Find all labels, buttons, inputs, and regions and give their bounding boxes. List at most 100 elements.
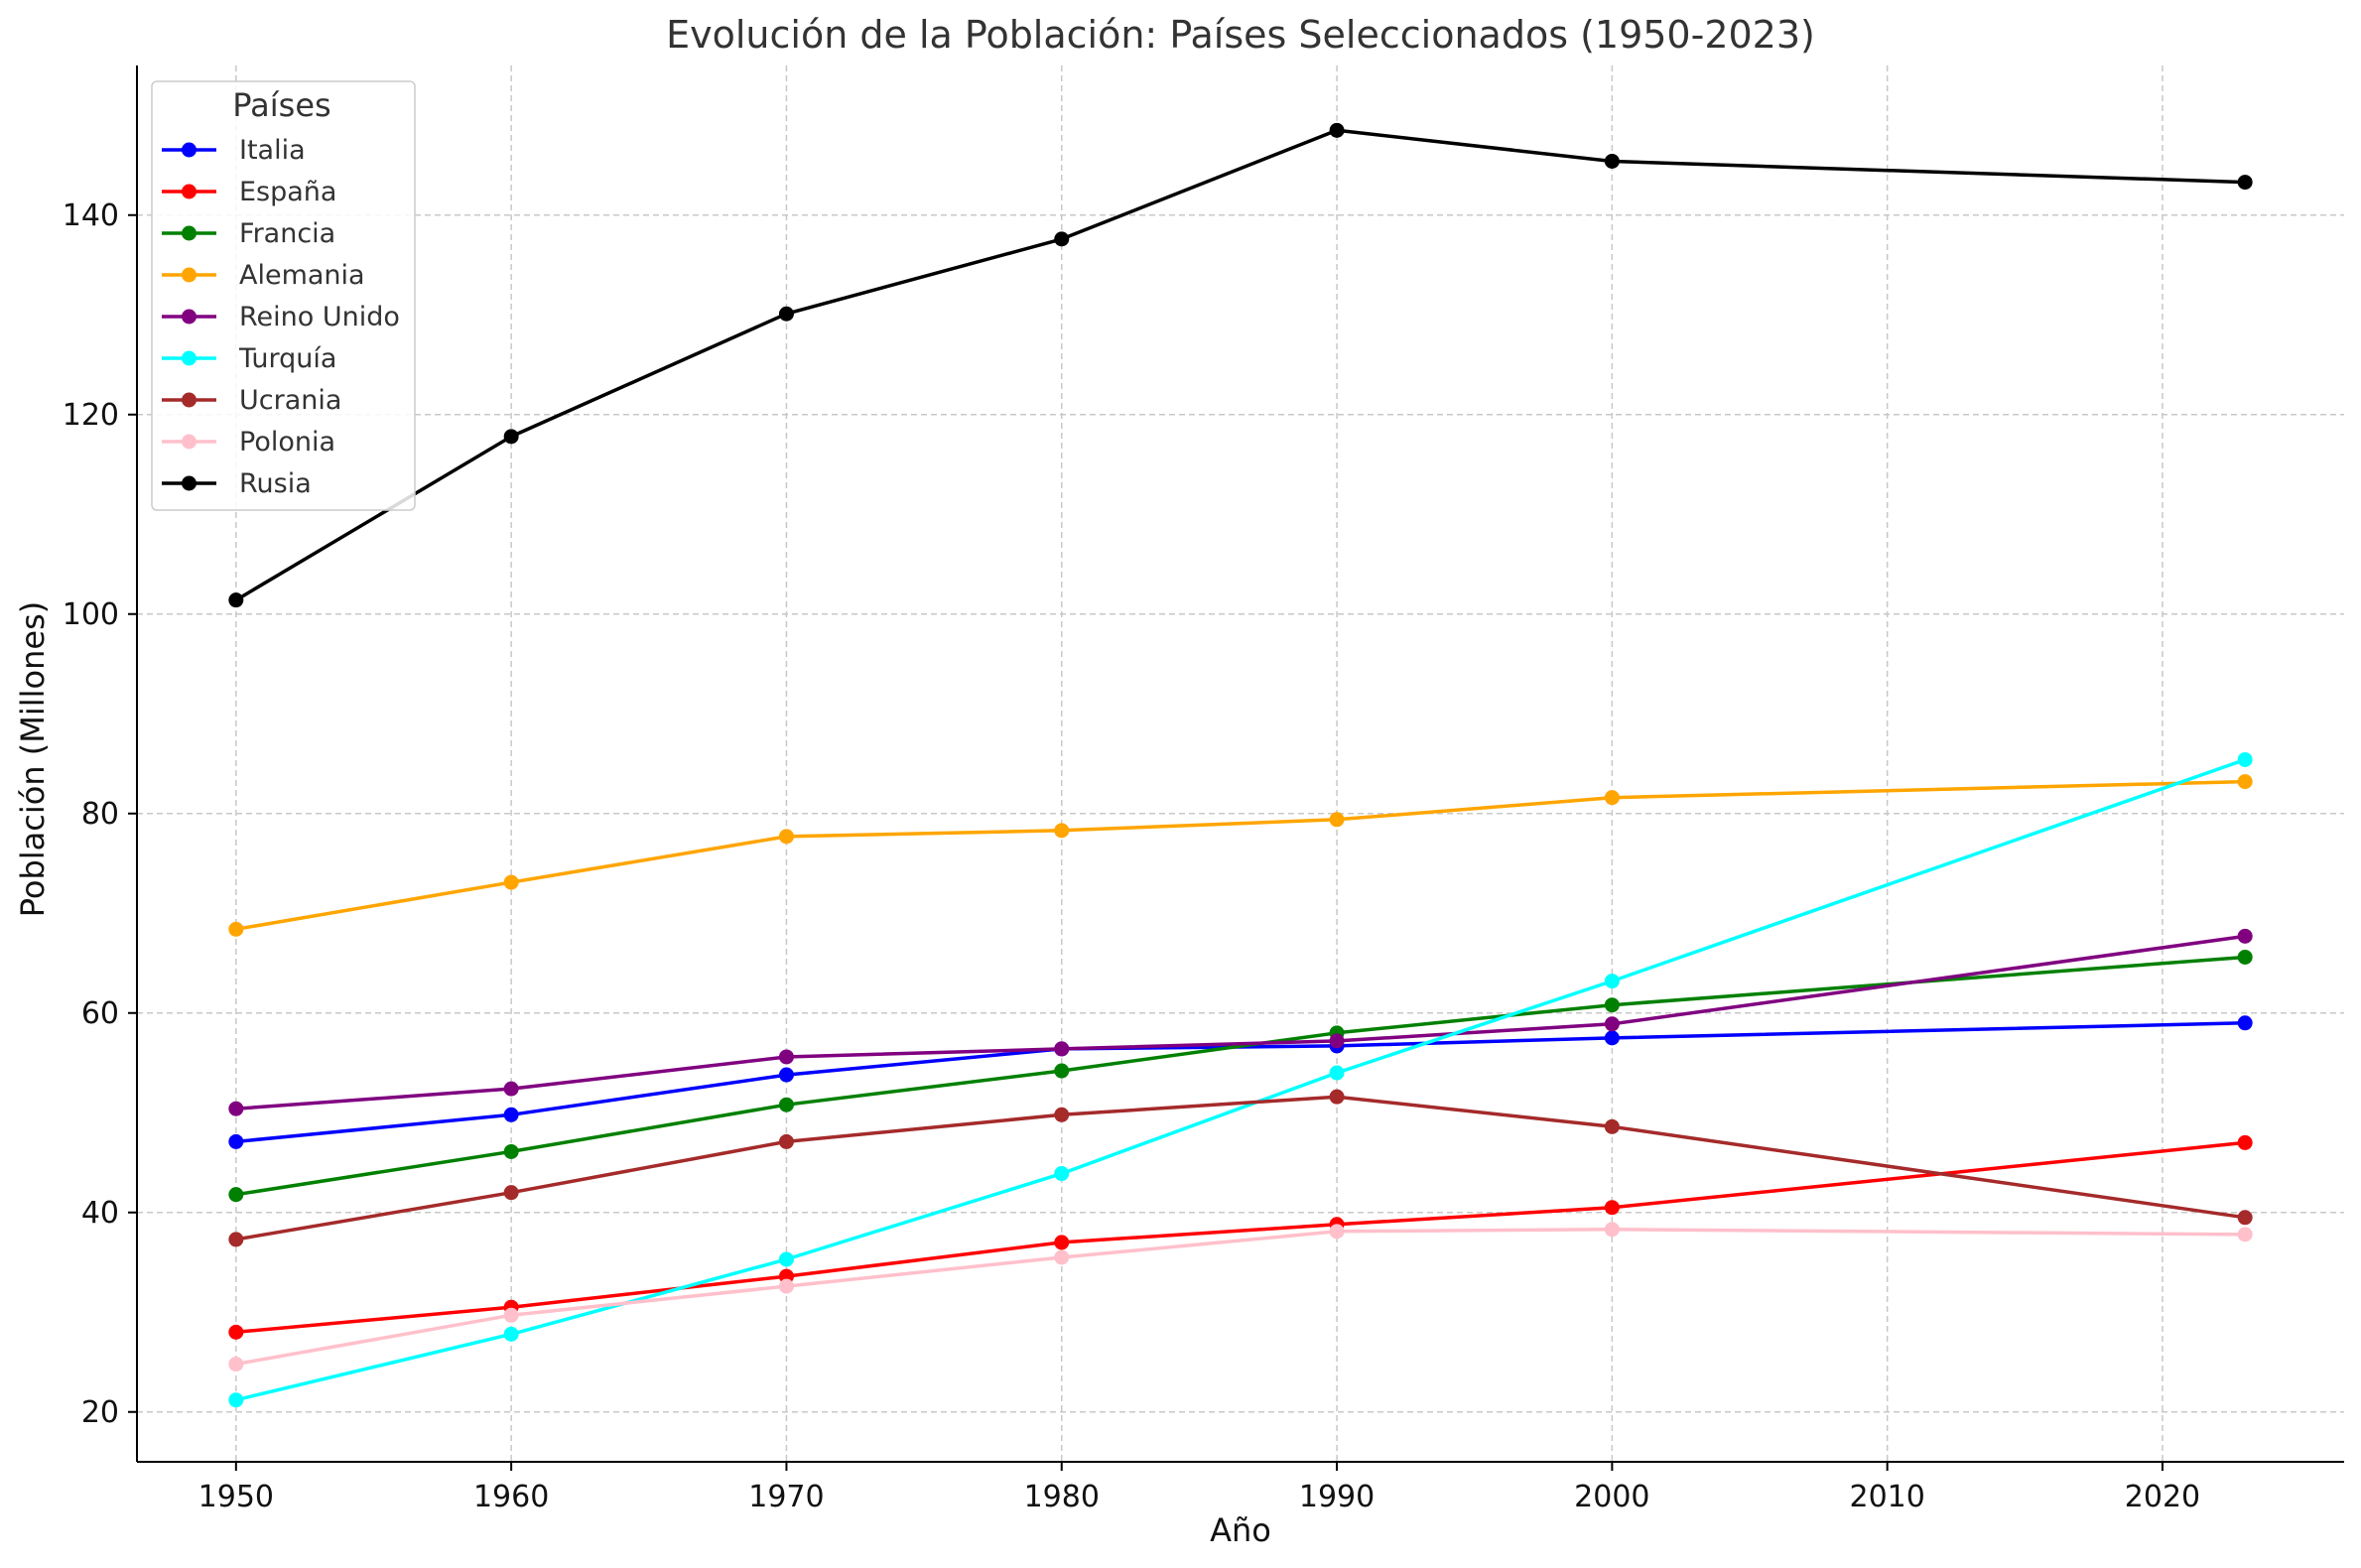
data-point-ucrania [1054,1107,1070,1122]
data-point-polonia [1604,1222,1620,1238]
data-point-espana [1054,1235,1070,1250]
data-point-ucrania [503,1185,519,1201]
legend-label: Alemania [239,260,365,291]
data-point-reino-unido [228,1101,244,1116]
data-point-rusia [228,592,244,608]
axes [136,65,2344,1463]
data-point-rusia [2237,175,2253,191]
data-point-rusia [778,306,794,322]
data-point-turquia [503,1326,519,1342]
data-point-francia [503,1143,519,1159]
data-point-turquia [1054,1166,1070,1182]
data-point-polonia [1329,1224,1345,1240]
legend-item: Reino Unido [162,302,400,332]
legend-swatch-marker [182,475,197,491]
data-point-reino-unido [2237,928,2253,944]
data-point-polonia [503,1307,519,1323]
data-point-francia [228,1187,244,1203]
data-point-espana [1604,1200,1620,1216]
series-reino-unido [228,928,2253,1116]
y-tick-label: 80 [81,797,119,832]
series-ucrania [228,1089,2253,1247]
series-francia [228,949,2253,1203]
data-point-alemania [1329,812,1345,828]
y-axis-ticks: 20 40 60 80 100 120 140 [63,198,137,1430]
legend-label: Francia [239,218,335,249]
chart-title: Evolución de la Población: Países Selecc… [666,13,1815,57]
legend-label: Rusia [239,468,312,499]
x-tick-label: 1970 [748,1480,824,1514]
x-tick-label: 2020 [2125,1480,2200,1514]
x-tick-label: 1990 [1299,1480,1375,1514]
legend-title: Países [232,86,330,124]
y-tick-label: 120 [63,398,119,433]
data-point-ucrania [2237,1210,2253,1226]
legend-swatch-marker [182,184,197,199]
data-point-ucrania [778,1133,794,1149]
legend-swatch-marker [182,267,197,283]
legend-swatch-marker [182,309,197,325]
data-point-reino-unido [1329,1033,1345,1049]
data-point-alemania [778,829,794,845]
data-point-turquia [1329,1065,1345,1081]
data-point-italia [228,1133,244,1149]
x-axis-label: Año [1210,1511,1271,1549]
legend-label: Ucrania [239,385,341,416]
x-tick-label: 1960 [473,1480,549,1514]
series-rusia [228,122,2253,608]
y-axis-label: Población (Millones) [14,601,52,918]
legend-swatch-marker [182,392,197,408]
legend-item: Alemania [162,260,365,291]
data-point-francia [2237,949,2253,965]
legend-label: Polonia [239,427,335,457]
data-point-rusia [1329,122,1345,138]
x-tick-label: 2000 [1574,1480,1649,1514]
legend-item: España [162,177,336,207]
series-lines [228,122,2253,1408]
data-point-turquia [1604,974,1620,989]
data-point-polonia [1054,1249,1070,1265]
data-point-reino-unido [778,1049,794,1065]
legend-swatch-marker [182,350,197,366]
y-tick-label: 60 [81,996,119,1031]
data-point-polonia [228,1357,244,1372]
data-point-turquia [228,1392,244,1408]
legend-label: España [239,177,336,207]
data-point-francia [1604,997,1620,1013]
data-point-espana [2237,1134,2253,1150]
legend-swatch-marker [182,434,197,450]
legend-swatch-marker [182,225,197,241]
data-point-ucrania [228,1232,244,1247]
x-tick-label: 1980 [1024,1480,1100,1514]
data-point-ucrania [1329,1089,1345,1105]
series-polonia [228,1222,2253,1372]
data-point-alemania [503,874,519,890]
y-tick-label: 100 [63,597,119,632]
data-point-turquia [778,1251,794,1267]
data-point-turquia [2237,751,2253,767]
data-point-reino-unido [1604,1016,1620,1032]
legend-swatch-marker [182,142,197,158]
legend-frame [151,80,416,511]
data-point-reino-unido [1054,1041,1070,1057]
legend-label: Turquía [238,343,336,374]
gridlines [137,65,2344,1462]
legend-label: Italia [239,135,306,166]
data-point-francia [778,1097,794,1112]
y-tick-label: 40 [81,1196,119,1231]
data-point-alemania [228,921,244,937]
x-tick-label: 1950 [198,1480,274,1514]
y-tick-label: 140 [63,198,119,233]
x-tick-label: 2010 [1849,1480,1924,1514]
data-point-rusia [1604,153,1620,169]
y-tick-label: 20 [81,1395,119,1430]
legend-items: Italia España Francia Alemania Reino Unido Tu… [162,135,400,499]
data-point-rusia [1054,231,1070,247]
legend: Países Italia España Francia Alemania Reino … [151,80,416,511]
legend-item: Italia [162,135,306,166]
data-point-polonia [2237,1227,2253,1242]
x-axis-ticks: 1950 1960 1970 1980 1990 2000 2010 2020 [198,1462,2200,1514]
legend-item: Turquía [162,343,336,374]
data-point-polonia [778,1278,794,1294]
series-alemania [228,774,2253,937]
